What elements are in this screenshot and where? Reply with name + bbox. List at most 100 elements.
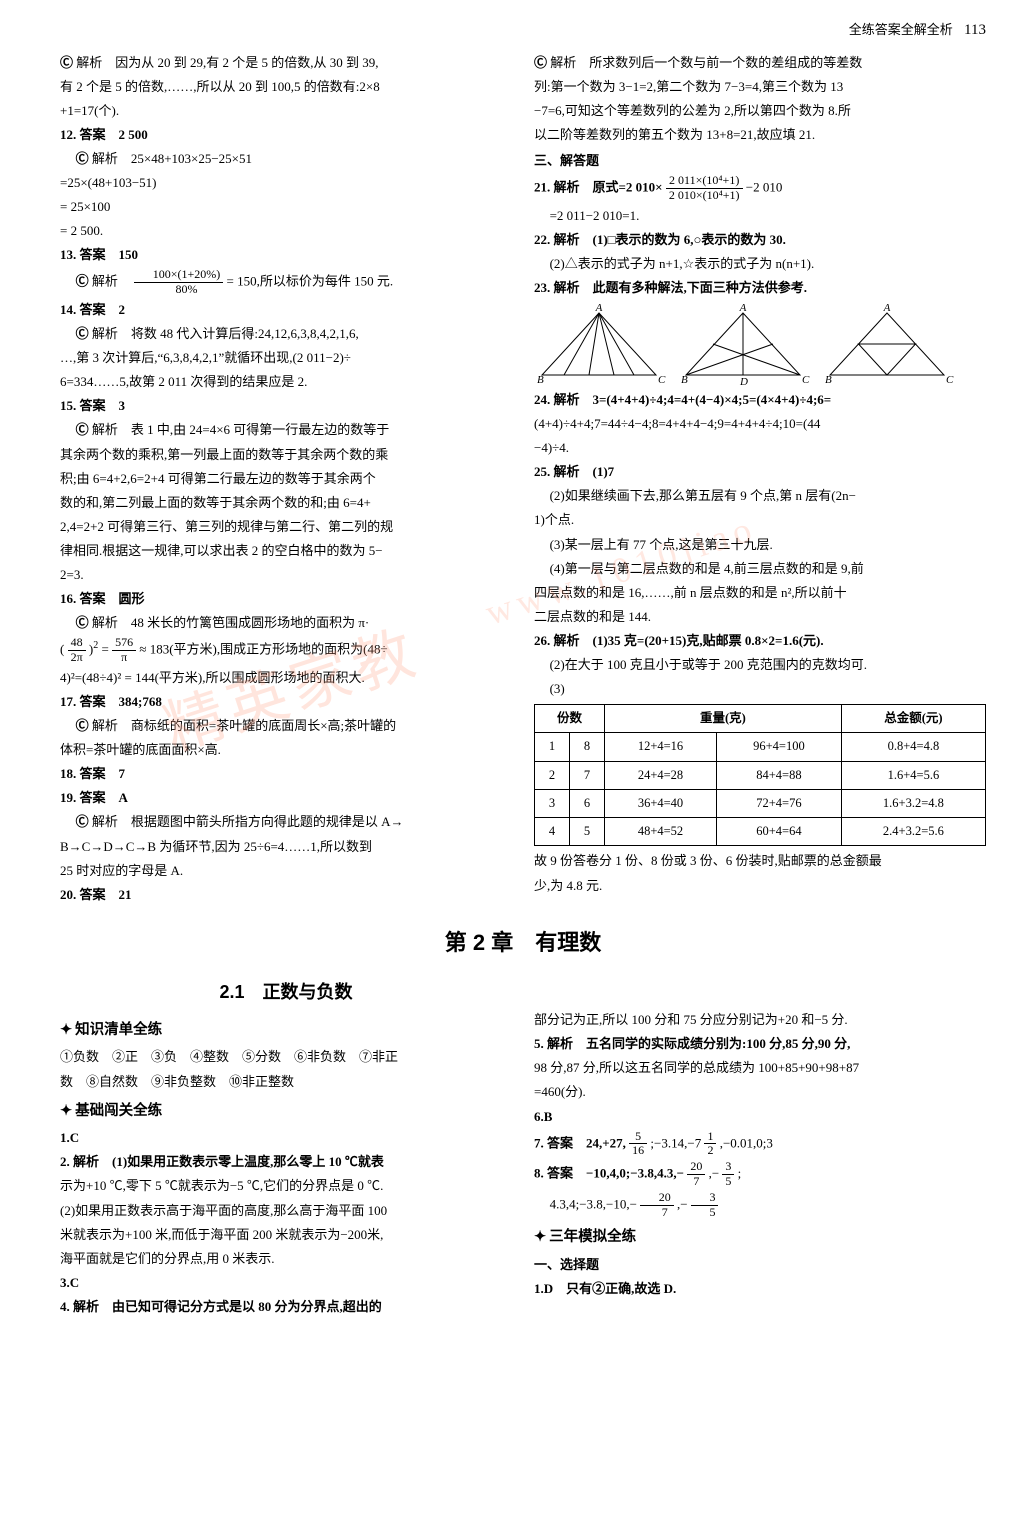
triangle-diagram-3: A B C: [822, 305, 952, 385]
answer-label: 20. 答案 21: [60, 884, 512, 906]
text-line: +1=17(个).: [60, 100, 512, 122]
text-line: 21. 解析 原式=2 010× 2 011×(10⁴+1)2 010×(10⁴…: [534, 174, 986, 203]
text-line: Ⓒ 解析 100×(1+20%)80% = 150,所以标价为每件 150 元.: [60, 268, 512, 297]
text-line: 数 ⑧自然数 ⑨非负整数 ⑩非正整数: [60, 1071, 512, 1093]
table-header: 重量(克): [605, 705, 842, 733]
answer-label: 17. 答案 384;768: [60, 691, 512, 713]
page-number: 113: [964, 22, 986, 38]
text-line: Ⓒ 解析 48 米长的竹篱笆围成圆形场地的面积为 π·: [60, 612, 512, 634]
text-line: 1.C: [60, 1127, 512, 1149]
text-line: 四层点数的和是 16,……,前 n 层点数的和是 n²,所以前十: [534, 582, 986, 604]
lower-columns: 2.1 正数与负数 知识清单全练 ①负数 ②正 ③负 ④整数 ⑤分数 ⑥非负数 …: [60, 971, 986, 1320]
table-row: 4548+4=5260+4=642.4+3.2=5.6: [535, 818, 986, 846]
table-cell: 96+4=100: [716, 733, 841, 761]
text-line: 2,4=2+2 可得第三行、第三列的规律与第二行、第二列的规: [60, 516, 512, 538]
text-line: (3): [534, 678, 986, 700]
triangle-diagram-2: A B D C: [678, 305, 808, 385]
text-line: 5. 解析 五名同学的实际成绩分别为:100 分,85 分,90 分,: [534, 1033, 986, 1055]
table-cell: 84+4=88: [716, 761, 841, 789]
table-cell: 72+4=76: [716, 789, 841, 817]
text-line: =2 011−2 010=1.: [534, 205, 986, 227]
text-line: …,第 3 次计算后,“6,3,8,4,2,1”就循环出现,(2 011−2)÷: [60, 347, 512, 369]
text-line: (4)第一层与第二层点数的和是 4,前三层点数的和是 9,前: [534, 558, 986, 580]
text-line: 3.C: [60, 1272, 512, 1294]
svg-text:B: B: [537, 374, 544, 386]
star-heading: 知识清单全练: [60, 1018, 512, 1043]
table-row: 2724+4=2884+4=881.6+4=5.6: [535, 761, 986, 789]
svg-text:A: A: [739, 302, 747, 314]
text-line: Ⓒ 解析 因为从 20 到 29,有 2 个是 5 的倍数,从 30 到 39,: [60, 52, 512, 74]
table-cell: 1.6+3.2=4.8: [841, 789, 985, 817]
text-line: Ⓒ 解析 将数 48 代入计算后得:24,12,6,3,8,4,2,1,6,: [60, 323, 512, 345]
answer-label: 16. 答案 圆形: [60, 588, 512, 610]
text-line: 25 时对应的字母是 A.: [60, 860, 512, 882]
text-line: 其余两个数的乘积,第一列最上面的数等于其余两个数的乘: [60, 444, 512, 466]
table-cell: 36+4=40: [605, 789, 717, 817]
text-line: (3)某一层上有 77 个点,这是第三十九层.: [534, 534, 986, 556]
text-line: 海平面就是它们的分界点,用 0 米表示.: [60, 1248, 512, 1270]
text-line: 8. 答案 −10,4,0;−3.8,4.3,− 207 ,− 35 ;: [534, 1160, 986, 1189]
text-line: 1.D 只有②正确,故选 D.: [534, 1278, 986, 1300]
table-cell: 24+4=28: [605, 761, 717, 789]
text-line: 22. 解析 (1)□表示的数为 6,○表示的数为 30.: [534, 229, 986, 251]
table-header: 份数: [535, 705, 605, 733]
answer-label: 18. 答案 7: [60, 763, 512, 785]
text-line: 6.B: [534, 1106, 986, 1128]
table-cell: 60+4=64: [716, 818, 841, 846]
text-line: ( 482π )2 = 576π ≈ 183(平方米),围成正方形场地的面积为(…: [60, 636, 512, 665]
table-row: 3636+4=4072+4=761.6+3.2=4.8: [535, 789, 986, 817]
text-line: 示为+10 ℃,零下 5 ℃就表示为−5 ℃,它们的分界点是 0 ℃.: [60, 1175, 512, 1197]
text-line: Ⓒ 解析 25×48+103×25−25×51: [60, 148, 512, 170]
text-line: 2=3.: [60, 564, 512, 586]
text-line: 98 分,87 分,所以这五名同学的总成绩为 100+85+90+98+87: [534, 1057, 986, 1079]
postage-table: 份数 重量(克) 总金额(元) 1812+4=1696+4=1000.8+4=4…: [534, 704, 986, 846]
text-line: 故 9 份答卷分 1 份、8 份或 3 份、6 份装时,贴邮票的总金额最: [534, 850, 986, 872]
table-cell: 2.4+3.2=5.6: [841, 818, 985, 846]
page-header: 全练答案全解全析 113: [60, 18, 986, 44]
table-cell: 1: [535, 733, 570, 761]
answer-label: 15. 答案 3: [60, 395, 512, 417]
text-line: Ⓒ 解析 根据题图中箭头所指方向得此题的规律是以 A→: [60, 811, 512, 833]
text-line: Ⓒ 解析 商标纸的面积=茶叶罐的底面周长×高;茶叶罐的: [60, 715, 512, 737]
text-line: Ⓒ 解析 所求数列后一个数与前一个数的差组成的等差数: [534, 52, 986, 74]
text-line: 有 2 个是 5 的倍数,……,所以从 20 到 100,5 的倍数有:2×8: [60, 76, 512, 98]
svg-text:C: C: [802, 374, 810, 386]
right-column-top: Ⓒ 解析 所求数列后一个数与前一个数的差组成的等差数 列:第一个数为 3−1=2…: [534, 52, 986, 908]
svg-text:A: A: [595, 302, 603, 314]
table-cell: 12+4=16: [605, 733, 717, 761]
text-line: 25. 解析 (1)7: [534, 461, 986, 483]
table-cell: 0.8+4=4.8: [841, 733, 985, 761]
text-line: 以二阶等差数列的第五个数为 13+8=21,故应填 21.: [534, 124, 986, 146]
table-cell: 7: [570, 761, 605, 789]
table-cell: 2: [535, 761, 570, 789]
subsection-heading: 三、解答题: [534, 150, 986, 172]
svg-text:C: C: [658, 374, 666, 386]
table-cell: 8: [570, 733, 605, 761]
star-heading: 基础闯关全练: [60, 1099, 512, 1124]
table-cell: 3: [535, 789, 570, 817]
text-line: 部分记为正,所以 100 分和 75 分应分别记为+20 和−5 分.: [534, 1009, 986, 1031]
text-line: 少,为 4.8 元.: [534, 875, 986, 897]
table-cell: 6: [570, 789, 605, 817]
text-line: Ⓒ 解析 表 1 中,由 24=4×6 可得第一行最左边的数等于: [60, 419, 512, 441]
text-line: 23. 解析 此题有多种解法,下面三种方法供参考.: [534, 277, 986, 299]
text-line: 律相同.根据这一规律,可以求出表 2 的空白格中的数为 5−: [60, 540, 512, 562]
text-line: 26. 解析 (1)35 克=(20+15)克,贴邮票 0.8×2=1.6(元)…: [534, 630, 986, 652]
triangle-diagram-1: A B C: [534, 305, 664, 385]
text-line: 7. 答案 24,+27, 516 ;−3.14,−7 12 ,−0.01,0;…: [534, 1130, 986, 1159]
text-line: 列:第一个数为 3−1=2,第二个数为 7−3=4,第三个数为 13: [534, 76, 986, 98]
answer-label: 12. 答案 2 500: [60, 124, 512, 146]
text-line: 1)个点.: [534, 509, 986, 531]
header-label: 全练答案全解全析: [849, 22, 953, 37]
star-heading: 三年模拟全练: [534, 1225, 986, 1250]
text-line: =25×(48+103−51): [60, 172, 512, 194]
svg-text:B: B: [825, 374, 832, 386]
text-line: 数的和,第二列最上面的数等于其余两个数的和;由 6=4+: [60, 492, 512, 514]
text-line: B→C→D→C→B 为循环节,因为 25÷6=4……1,所以数到: [60, 836, 512, 858]
text-line: (2)△表示的式子为 n+1,☆表示的式子为 n(n+1).: [534, 253, 986, 275]
answer-label: 19. 答案 A: [60, 787, 512, 809]
text-line: = 25×100: [60, 196, 512, 218]
left-column-top: Ⓒ 解析 因为从 20 到 29,有 2 个是 5 的倍数,从 30 到 39,…: [60, 52, 512, 908]
text-line: 2. 解析 (1)如果用正数表示零上温度,那么零上 10 ℃就表: [60, 1151, 512, 1173]
table-header: 总金额(元): [841, 705, 985, 733]
